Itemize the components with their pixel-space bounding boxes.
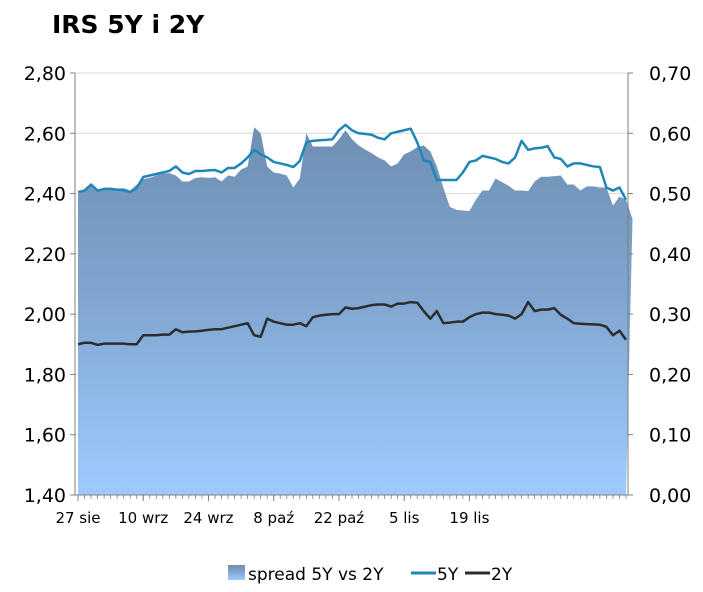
legend-label-2y: 2Y xyxy=(491,565,513,585)
y-tick-label-left: 1,60 xyxy=(24,425,66,447)
x-tick-label: 19 lis xyxy=(449,509,489,527)
spread-area xyxy=(78,127,633,495)
axes xyxy=(70,72,633,499)
x-tick-label: 24 wrz xyxy=(183,509,233,527)
legend-swatch-spread xyxy=(228,565,245,580)
x-tick-label: 27 sie xyxy=(55,509,100,527)
x-tick-label: 8 paź xyxy=(253,509,294,527)
y-axis-right-labels: 0,00 0,10 0,20 0,30 0,40 0,50 0,60 0,70 xyxy=(649,63,691,507)
line-2y xyxy=(77,300,628,347)
x-tick-label: 10 wrz xyxy=(118,509,168,527)
y-tick-label-right: 0,40 xyxy=(649,244,691,266)
x-axis-labels: 27 sie 10 wrz 24 wrz 8 paź 22 paź 5 lis 19 lis xyxy=(55,495,490,527)
y-tick-label-right: 0,70 xyxy=(649,63,691,85)
y-tick-label-left: 2,20 xyxy=(24,244,66,266)
y-tick-label-left: 2,00 xyxy=(24,304,66,326)
x-tick-label: 22 paź xyxy=(314,509,365,527)
y-tick-label-right: 0,10 xyxy=(649,425,691,447)
y-tick-label-right: 0,60 xyxy=(649,123,691,145)
line-5y xyxy=(77,123,628,201)
y-tick-label-left: 1,80 xyxy=(24,364,66,386)
x-tick-label: 5 lis xyxy=(389,509,420,527)
y-tick-label-left: 1,40 xyxy=(24,485,66,507)
y-axis-left-labels: 1,40 1,60 1,80 2,00 2,20 2,40 2,60 2,80 xyxy=(24,63,66,507)
legend-label-spread: spread 5Y vs 2Y xyxy=(248,565,384,585)
y-tick-label-right: 0,30 xyxy=(649,304,691,326)
legend: spread 5Y vs 2Y 5Y 2Y xyxy=(228,565,513,585)
y-tick-label-right: 0,20 xyxy=(649,364,691,386)
y-tick-label-left: 2,40 xyxy=(24,184,66,206)
y-tick-label-right: 0,00 xyxy=(649,485,691,507)
y-tick-label-right: 0,50 xyxy=(649,184,691,206)
y-tick-label-left: 2,60 xyxy=(24,123,66,145)
y-tick-label-left: 2,80 xyxy=(24,63,66,85)
legend-label-5y: 5Y xyxy=(437,565,459,585)
chart-title: IRS 5Y i 2Y xyxy=(52,10,205,39)
